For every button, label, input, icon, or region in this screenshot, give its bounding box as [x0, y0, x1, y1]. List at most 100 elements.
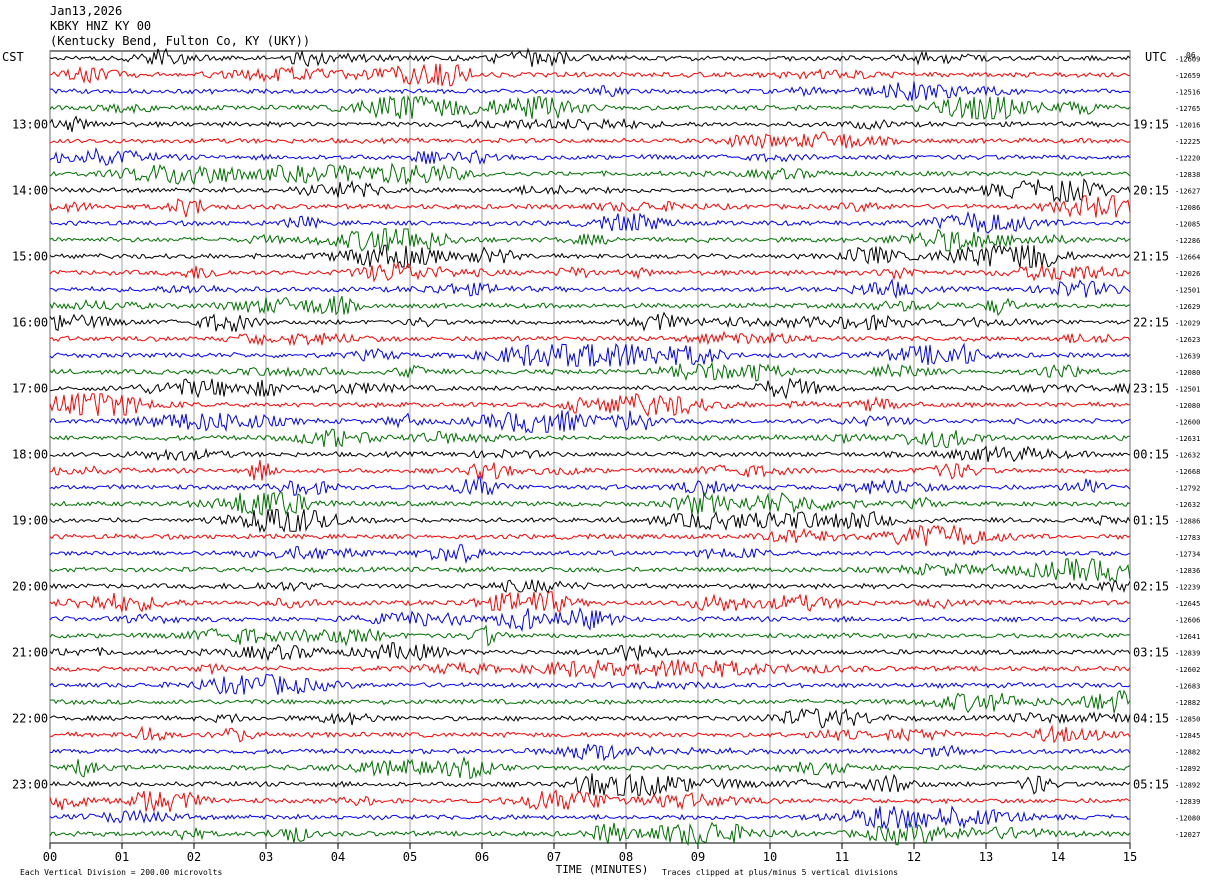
seismic-trace: [49, 445, 1131, 463]
trace-offset-label: -12085: [1175, 220, 1200, 228]
seismic-trace: [49, 131, 1131, 150]
station-label: KBKY HNZ KY 00: [50, 19, 152, 33]
x-tick-label: 01: [115, 850, 129, 864]
x-tick-label: 10: [763, 850, 777, 864]
seismic-trace: [49, 146, 1131, 166]
x-tick-label: 09: [691, 850, 705, 864]
utc-hour-label: 19:15: [1133, 117, 1169, 131]
trace-offset-label: -12639: [1175, 352, 1200, 360]
seismic-trace: [50, 278, 1131, 300]
trace-offset-label: -12239: [1175, 583, 1200, 591]
trace-offset-label: -12629: [1175, 303, 1200, 311]
x-tick-label: 11: [835, 850, 849, 864]
seismic-trace: [49, 743, 1131, 762]
seismic-trace: [49, 195, 1131, 219]
x-tick-label: 15: [1123, 850, 1137, 864]
seismic-trace: [49, 773, 1131, 797]
seismic-trace: [49, 523, 1131, 547]
seismic-trace: [49, 63, 1131, 87]
seismic-trace: [49, 591, 1131, 613]
utc-hour-label: 00:15: [1133, 447, 1169, 461]
trace-offset-label: -12886: [1175, 517, 1200, 525]
seismic-trace: [49, 361, 1131, 382]
x-tick-label: 04: [331, 850, 345, 864]
trace-offset-label: -12220: [1175, 154, 1200, 162]
clip-note: Traces clipped at plus/minus 5 vertical …: [662, 868, 898, 877]
cst-hour-label: 14:00: [12, 183, 48, 197]
trace-offset-label: -12086: [1175, 204, 1200, 212]
seismic-trace: [49, 410, 1131, 434]
seismic-trace: [49, 624, 1131, 647]
seismic-trace: [49, 606, 1131, 632]
seismic-trace: [49, 642, 1131, 662]
x-tick-label: 02: [187, 850, 201, 864]
seismic-trace: [49, 579, 1131, 594]
trace-offset-label: -12029: [1175, 319, 1200, 327]
seismic-trace: [49, 210, 1131, 234]
time-gridlines: [49, 50, 1131, 849]
trace-offset-label: -12765: [1175, 105, 1200, 113]
utc-hour-label: 05:15: [1133, 777, 1169, 791]
seismic-trace: [49, 490, 1131, 516]
seismic-trace: [49, 377, 1131, 400]
seismic-trace: [49, 311, 1131, 332]
cst-hour-label: 23:00: [12, 777, 48, 791]
x-tick-label: 03: [259, 850, 273, 864]
seismic-traces: [49, 47, 1131, 847]
trace-offset-label: -12892: [1175, 765, 1200, 773]
seismic-trace: [49, 724, 1131, 744]
trace-offset-label: -12792: [1175, 484, 1200, 492]
trace-offset-label: -12839: [1175, 798, 1200, 806]
utc-hour-label: 02:15: [1133, 579, 1169, 593]
trace-offset-label: -12016: [1175, 121, 1200, 129]
trace-offset-label: -12501: [1175, 385, 1200, 393]
utc-hour-label: 03:15: [1133, 645, 1169, 659]
seismic-trace: [49, 391, 1131, 418]
seismic-trace: [50, 459, 1131, 481]
top-right-number: 06: [1186, 51, 1196, 60]
cst-label: CST: [2, 50, 24, 64]
cst-hour-label: 19:00: [12, 513, 48, 527]
trace-offset-label: -12623: [1175, 336, 1200, 344]
seismic-trace: [49, 47, 1131, 68]
trace-offset-label: -12683: [1175, 682, 1200, 690]
seismic-trace: [49, 178, 1131, 203]
trace-offset-label: -12631: [1175, 435, 1200, 443]
cst-hour-label: 22:00: [12, 711, 48, 725]
cst-hour-label: 21:00: [12, 645, 48, 659]
seismic-trace: [49, 805, 1131, 830]
cst-hour-label: 15:00: [12, 249, 48, 263]
location-label: (Kentucky Bend, Fulton Co, KY (UKY)): [50, 34, 311, 48]
trace-offset-label: -12641: [1175, 633, 1200, 641]
seismic-trace: [49, 342, 1131, 367]
seismic-trace: [49, 295, 1131, 317]
trace-offset-label: -12609: [1175, 55, 1200, 63]
trace-offset-label: -12027: [1175, 831, 1200, 839]
seismic-trace: [49, 789, 1131, 813]
utc-hour-label: 23:15: [1133, 381, 1169, 395]
seismic-trace: [49, 673, 1131, 695]
utc-hour-label: 22:15: [1133, 315, 1169, 329]
cst-hour-label: 17:00: [12, 381, 48, 395]
utc-hour-label: 20:15: [1133, 183, 1169, 197]
cst-hour-label: 20:00: [12, 579, 48, 593]
x-tick-label: 07: [547, 850, 561, 864]
seismic-trace: [49, 81, 1131, 102]
seismic-trace: [49, 508, 1131, 534]
seismic-trace: [49, 428, 1131, 449]
trace-offset-label: -12080: [1175, 402, 1200, 410]
trace-offset-label: -12892: [1175, 781, 1200, 789]
x-tick-label: 00: [43, 850, 57, 864]
trace-offset-label: -12836: [1175, 567, 1200, 575]
trace-offset-label: -12664: [1175, 253, 1200, 261]
x-tick-label: 14: [1051, 850, 1065, 864]
trace-offset-label: -12225: [1175, 138, 1200, 146]
trace-offset-label: -12668: [1175, 468, 1200, 476]
trace-offset-label: -12286: [1175, 237, 1200, 245]
axis-labels: 00 01 02 03 04 05 06 07 08 09 10 11 12 13 14 15 -12609 -1…: [12, 55, 1200, 864]
seismic-trace: [49, 475, 1131, 498]
trace-offset-label: -12839: [1175, 649, 1200, 657]
seismic-trace: [49, 558, 1131, 583]
seismic-trace: [49, 243, 1131, 268]
x-tick-label: 08: [619, 850, 633, 864]
